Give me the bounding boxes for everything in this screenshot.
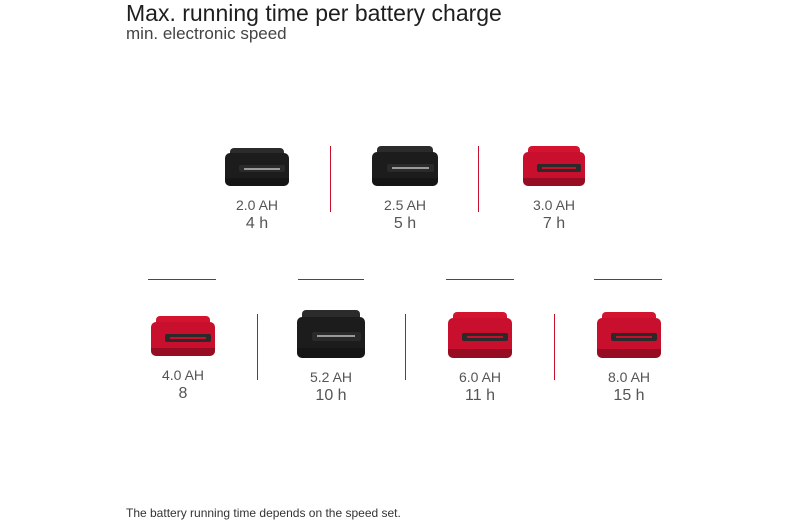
battery-icon bbox=[597, 312, 661, 358]
battery-capacity: 2.0 AH bbox=[235, 197, 279, 213]
battery-strip bbox=[616, 335, 653, 339]
battery-capacity: 3.0 AH bbox=[532, 197, 576, 213]
battery-top bbox=[230, 148, 284, 155]
running-time: 7 h bbox=[542, 215, 566, 232]
battery-icon bbox=[523, 146, 585, 186]
battery-cell-8-0ah: 8.0 AH 15 h bbox=[555, 312, 703, 406]
battery-strip bbox=[244, 167, 281, 170]
battery-top bbox=[527, 146, 581, 154]
battery-shade bbox=[225, 178, 289, 186]
battery-icon bbox=[297, 310, 365, 358]
battery-cell-6-0ah: 6.0 AH 11 h bbox=[406, 312, 554, 406]
running-time: 15 h bbox=[613, 387, 645, 404]
battery-cell-4-0ah: 4.0 AH 8 bbox=[109, 316, 257, 404]
battery-top bbox=[156, 316, 210, 324]
battery-shade bbox=[448, 348, 512, 358]
running-time: 4 h bbox=[245, 215, 269, 232]
running-time: 8 bbox=[178, 385, 188, 402]
battery-strip bbox=[467, 335, 504, 339]
battery-top bbox=[302, 310, 360, 319]
battery-top bbox=[602, 312, 656, 321]
battery-cell-2-5ah: 2.5 AH 5 h bbox=[331, 146, 479, 234]
divider-line bbox=[298, 279, 364, 280]
footnote: The battery running time depends on the … bbox=[126, 506, 401, 520]
divider-line bbox=[446, 279, 514, 280]
divider-line bbox=[257, 314, 258, 380]
page-subtitle: min. electronic speed bbox=[126, 24, 287, 43]
divider-line bbox=[405, 314, 406, 380]
divider-line bbox=[554, 314, 555, 380]
divider-line bbox=[478, 146, 479, 212]
battery-icon bbox=[151, 316, 215, 356]
battery-icon bbox=[372, 146, 438, 186]
battery-icon bbox=[448, 312, 512, 358]
battery-capacity: 4.0 AH bbox=[161, 367, 205, 383]
battery-cell-2-0ah: 2.0 AH 4 h bbox=[183, 148, 331, 234]
battery-top bbox=[453, 312, 507, 321]
battery-capacity: 5.2 AH bbox=[309, 369, 353, 385]
battery-shade bbox=[151, 348, 215, 356]
battery-strip bbox=[170, 336, 207, 339]
divider-line bbox=[594, 279, 662, 280]
battery-shade bbox=[523, 178, 585, 186]
battery-strip bbox=[541, 166, 577, 169]
battery-strip bbox=[317, 334, 356, 338]
battery-shade bbox=[297, 348, 365, 358]
running-time: 10 h bbox=[315, 387, 347, 404]
page-title: Max. running time per battery charge bbox=[126, 0, 502, 26]
battery-icon bbox=[225, 148, 289, 186]
divider-line bbox=[330, 146, 331, 212]
battery-top bbox=[377, 146, 433, 154]
battery-cell-3-0ah: 3.0 AH 7 h bbox=[480, 146, 628, 234]
battery-shade bbox=[372, 178, 438, 186]
running-time: 5 h bbox=[393, 215, 417, 232]
divider-line bbox=[148, 279, 216, 280]
battery-strip bbox=[391, 166, 429, 169]
battery-capacity: 2.5 AH bbox=[383, 197, 427, 213]
battery-cell-5-2ah: 5.2 AH 10 h bbox=[257, 310, 405, 406]
battery-capacity: 6.0 AH bbox=[458, 369, 502, 385]
battery-shade bbox=[597, 348, 661, 358]
battery-capacity: 8.0 AH bbox=[607, 369, 651, 385]
running-time: 11 h bbox=[465, 387, 495, 404]
